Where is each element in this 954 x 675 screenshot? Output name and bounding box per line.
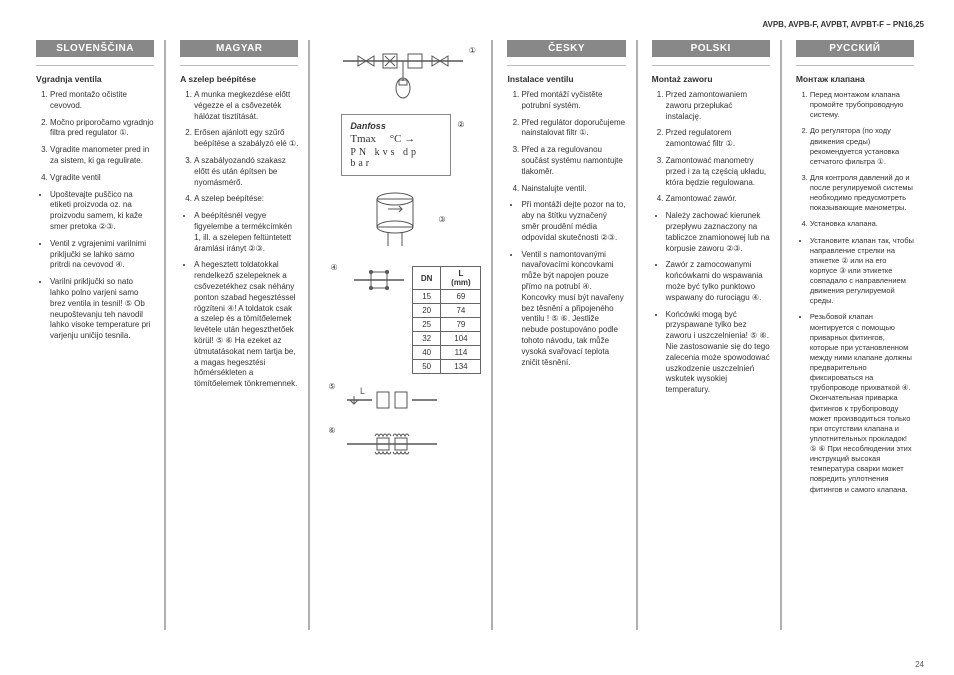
steps-list: Před montáží vyčistěte potrubní systém. … bbox=[507, 90, 625, 194]
tmax-label: Tmax bbox=[350, 133, 376, 145]
disassemble-icon: L bbox=[342, 382, 442, 418]
step: A munka megkezdése előtt végezze el a cs… bbox=[194, 90, 298, 122]
full-weld-icon bbox=[342, 426, 442, 462]
notes-list: Upoštevajte puščico na etiketi proizvoda… bbox=[36, 190, 154, 342]
cell: 69 bbox=[441, 290, 481, 304]
notes-list: Při montáži dejte pozor na to, aby na št… bbox=[507, 200, 625, 368]
weld-tack-icon bbox=[349, 262, 406, 298]
step: Před a za regulovanou součást systému na… bbox=[521, 145, 625, 177]
cell: 50 bbox=[412, 360, 441, 374]
col-slovenscina: SLOVENŠČINA Vgradnja ventila Pred montaž… bbox=[30, 40, 166, 630]
note: Końcówki mogą być przyspawane tylko bez … bbox=[666, 310, 770, 396]
lang-title: ČESKY bbox=[507, 40, 625, 57]
callout-6: ⑥ bbox=[328, 426, 335, 435]
divider bbox=[507, 65, 625, 66]
cell: 134 bbox=[441, 360, 481, 374]
step: Vgradite ventil bbox=[50, 173, 154, 184]
col-polski: POLSKI Montaż zaworu Przed zamontowaniem… bbox=[646, 40, 782, 630]
note: Ventil s namontovanými navařovacími konc… bbox=[521, 250, 625, 369]
product-line-header: AVPB, AVPB-F, AVPBT, AVPBT-F – PN16,25 bbox=[762, 20, 924, 29]
steps-list: Przed zamontowaniem zaworu przepłukać in… bbox=[652, 90, 770, 205]
dn-header: DN bbox=[412, 267, 441, 290]
step: Vgradite manometer pred in za sistem, ki… bbox=[50, 145, 154, 167]
callout-3: ③ bbox=[438, 215, 445, 224]
page-number: 24 bbox=[915, 660, 924, 669]
step: Pred montažo očistite cevovod. bbox=[50, 90, 154, 112]
step: Erősen ajánlott egy szűrő beépítése a sz… bbox=[194, 128, 298, 150]
section-subtitle: Vgradnja ventila bbox=[36, 74, 154, 84]
lang-title: SLOVENŠČINA bbox=[36, 40, 154, 57]
col-russkiy: РУССКИЙ Монтаж клапана Перед монтажом кл… bbox=[790, 40, 924, 630]
lang-title: РУССКИЙ bbox=[796, 40, 914, 57]
divider bbox=[652, 65, 770, 66]
section-subtitle: Монтаж клапана bbox=[796, 74, 914, 84]
note: Установите клапан так, чтобы направление… bbox=[810, 236, 914, 307]
l-header: L (mm) bbox=[441, 267, 481, 290]
divider bbox=[796, 65, 914, 66]
cell: 74 bbox=[441, 304, 481, 318]
section-subtitle: Instalace ventilu bbox=[507, 74, 625, 84]
pn-row: PN kvs dp bar bbox=[350, 147, 442, 169]
cell: 15 bbox=[412, 290, 441, 304]
cell: 40 bbox=[412, 346, 441, 360]
cell: 114 bbox=[441, 346, 481, 360]
divider bbox=[180, 65, 298, 66]
step: Для контроля давлений до и после регулир… bbox=[810, 173, 914, 214]
note: Při montáži dejte pozor na to, aby na št… bbox=[521, 200, 625, 243]
steps-list: A munka megkezdése előtt végezze el a cs… bbox=[180, 90, 298, 205]
note: Upoštevajte puščico na etiketi proizvoda… bbox=[50, 190, 154, 233]
note: Резьбовой клапан монтируется с помощью п… bbox=[810, 312, 914, 494]
cell: 104 bbox=[441, 332, 481, 346]
step: Před montáží vyčistěte potrubní systém. bbox=[521, 90, 625, 112]
notes-list: Należy zachować kierunek przepływu zazna… bbox=[652, 211, 770, 396]
step: Močno priporočamo vgradnjo filtra pred r… bbox=[50, 118, 154, 140]
note: Należy zachować kierunek przepływu zazna… bbox=[666, 211, 770, 254]
svg-text:L: L bbox=[360, 386, 365, 396]
cell: 79 bbox=[441, 318, 481, 332]
callout-2: ② bbox=[457, 120, 464, 129]
brand-logo: Danfoss bbox=[350, 121, 442, 131]
callout-1: ① bbox=[469, 46, 476, 55]
step: Zamontować manometry przed i za tą częśc… bbox=[666, 156, 770, 188]
section-subtitle: Montaż zaworu bbox=[652, 74, 770, 84]
cell: 32 bbox=[412, 332, 441, 346]
col-cesky: ČESKY Instalace ventilu Před montáží vyč… bbox=[501, 40, 637, 630]
notes-list: A beépítésnél vegye figyelembe a termékc… bbox=[180, 211, 298, 390]
step: До регулятора (по ходу движения среды) р… bbox=[810, 126, 914, 167]
cell: 25 bbox=[412, 318, 441, 332]
callout-4: ④ bbox=[328, 262, 339, 274]
col-diagrams: ① Danfoss Tmax °C → PN kvs dp bar ② bbox=[318, 40, 493, 630]
valve-body-icon bbox=[360, 184, 430, 254]
cell: 20 bbox=[412, 304, 441, 318]
callout-5: ⑤ bbox=[328, 382, 335, 391]
step: Установка клапана. bbox=[810, 219, 914, 229]
note: A hegesztett toldatokkal rendelkező szel… bbox=[194, 260, 298, 390]
steps-list: Перед монтажом клапана промойте трубопро… bbox=[796, 90, 914, 230]
note: Ventil z vgrajenimi varilnimi priključki… bbox=[50, 239, 154, 271]
step: Před regulátor doporučujeme nainstalovat… bbox=[521, 118, 625, 140]
note: Zawór z zamocowanymi końcówkami do wspaw… bbox=[666, 260, 770, 303]
product-label-box: Danfoss Tmax °C → PN kvs dp bar bbox=[341, 114, 451, 176]
schematic-top-icon bbox=[338, 46, 468, 106]
step: Zamontować zawór. bbox=[666, 194, 770, 205]
step: Nainstalujte ventil. bbox=[521, 184, 625, 195]
page-columns: SLOVENŠČINA Vgradnja ventila Pred montaž… bbox=[30, 40, 924, 630]
note: Varilni priključki so nato lahko polno v… bbox=[50, 277, 154, 342]
section-subtitle: A szelep beépítése bbox=[180, 74, 298, 84]
col-magyar: MAGYAR A szelep beépítése A munka megkez… bbox=[174, 40, 310, 630]
step: Przed zamontowaniem zaworu przepłukać in… bbox=[666, 90, 770, 122]
lang-title: MAGYAR bbox=[180, 40, 298, 57]
step: Перед монтажом клапана промойте трубопро… bbox=[810, 90, 914, 120]
note: A beépítésnél vegye figyelembe a termékc… bbox=[194, 211, 298, 254]
divider bbox=[36, 65, 154, 66]
step: Przed regulatorem zamontować filtr ①. bbox=[666, 128, 770, 150]
step: A szelep beépítése: bbox=[194, 194, 298, 205]
lang-title: POLSKI bbox=[652, 40, 770, 57]
notes-list: Установите клапан так, чтобы направление… bbox=[796, 236, 914, 495]
steps-list: Pred montažo očistite cevovod. Močno pri… bbox=[36, 90, 154, 184]
step: A szabályozandó szakasz előtt és után ép… bbox=[194, 156, 298, 188]
dn-table: DNL (mm) 1569 2074 2579 32104 40114 5013… bbox=[412, 266, 482, 374]
